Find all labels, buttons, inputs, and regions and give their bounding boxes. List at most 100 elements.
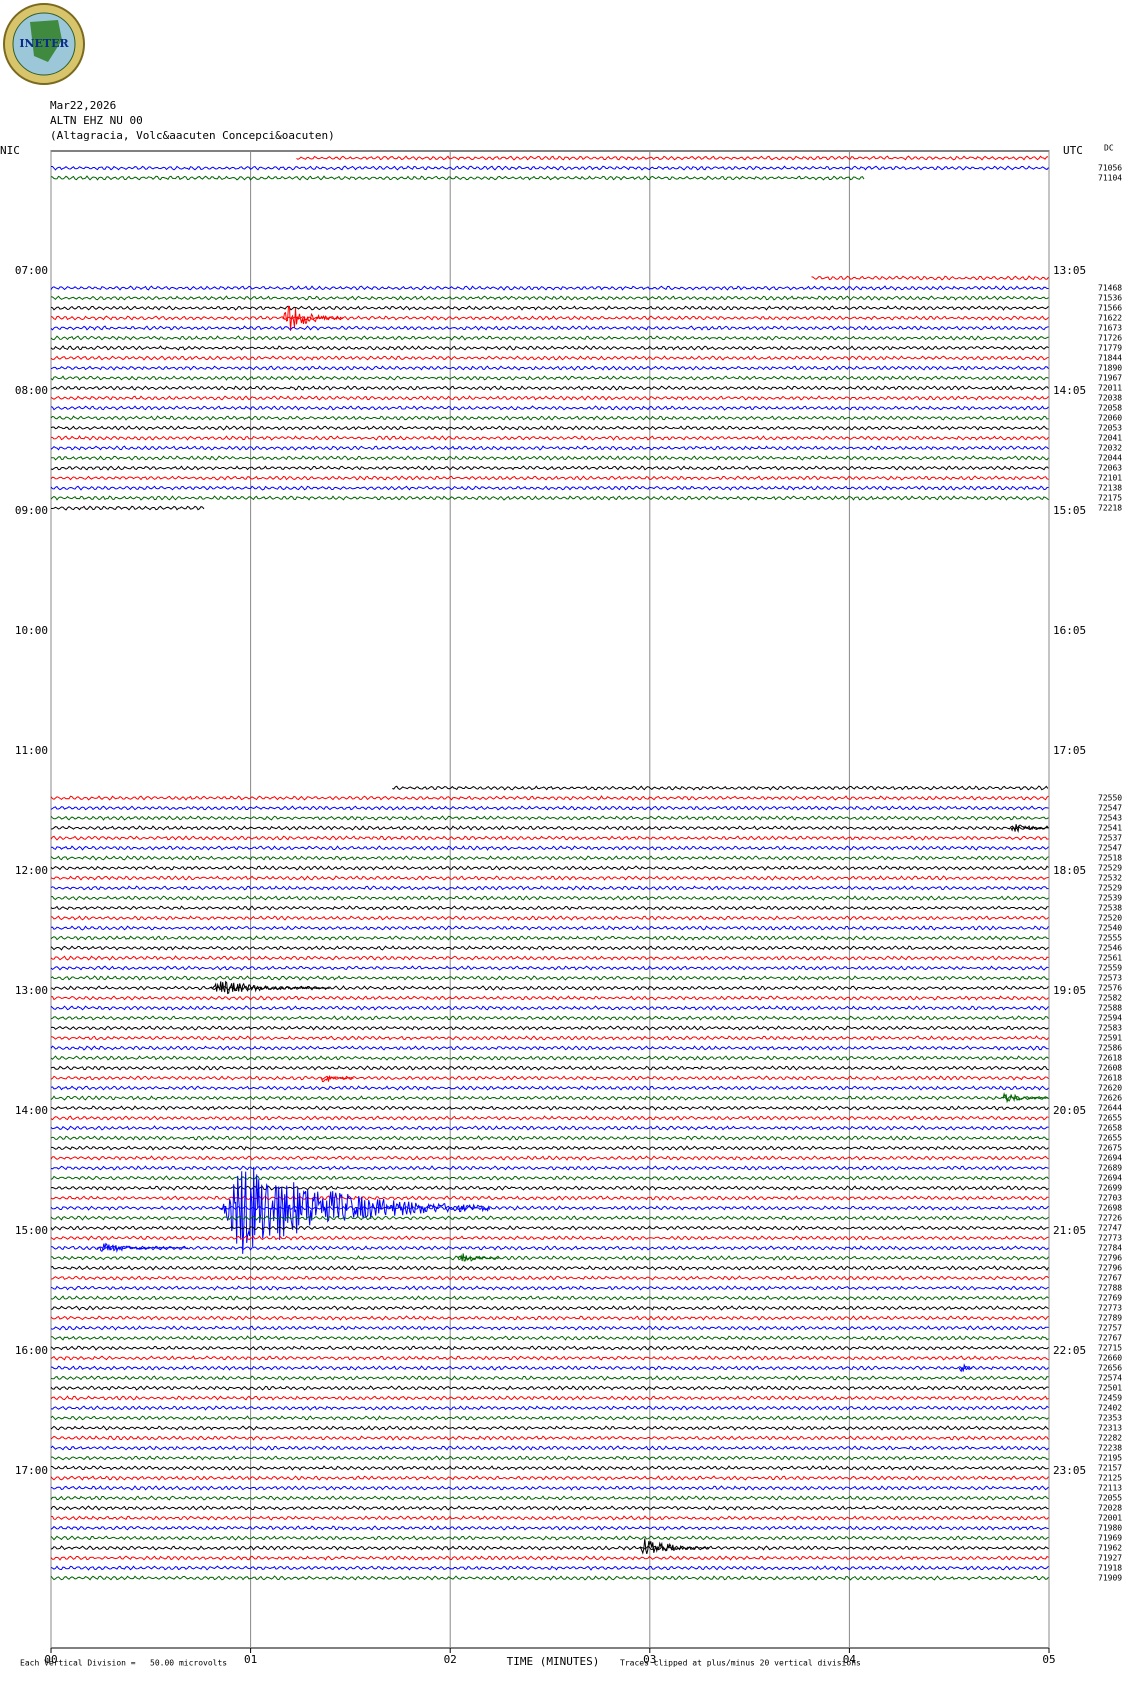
nic-hour-label: 13:00 xyxy=(15,984,48,997)
trace xyxy=(50,1465,1049,1471)
dc-label: 72699 xyxy=(1098,1184,1122,1193)
dc-label: 72218 xyxy=(1098,504,1122,513)
trace xyxy=(50,1515,1049,1521)
dc-label: 72028 xyxy=(1098,1504,1122,1513)
dc-label: 72788 xyxy=(1098,1284,1122,1293)
dc-label: 72796 xyxy=(1098,1264,1122,1273)
trace xyxy=(50,1485,1049,1491)
trace xyxy=(50,855,1049,861)
trace xyxy=(50,1325,1049,1331)
utc-hour-label: 17:05 xyxy=(1053,744,1086,757)
trace xyxy=(50,1355,1049,1361)
trace xyxy=(50,895,1049,901)
utc-hour-label: 21:05 xyxy=(1053,1224,1086,1237)
trace xyxy=(51,455,1049,461)
trace xyxy=(50,1025,1049,1031)
trace xyxy=(50,835,1049,841)
dc-label: 72501 xyxy=(1098,1384,1122,1393)
dc-label: 72658 xyxy=(1098,1124,1122,1133)
trace xyxy=(50,1075,1049,1081)
event xyxy=(1000,1091,1049,1104)
dc-label: 72660 xyxy=(1098,1354,1122,1363)
dc-label: 72282 xyxy=(1098,1434,1122,1443)
dc-label: 72195 xyxy=(1098,1454,1122,1463)
dc-label: 72559 xyxy=(1098,964,1122,973)
trace xyxy=(51,165,1049,171)
trace xyxy=(50,465,1049,471)
dc-label: 72032 xyxy=(1098,444,1122,453)
dc-label: 72044 xyxy=(1098,454,1122,463)
station: ALTN EHZ NU 00 xyxy=(50,114,143,127)
trace xyxy=(50,405,1049,411)
dc-label: 72313 xyxy=(1098,1424,1122,1433)
trace xyxy=(50,1095,1049,1101)
trace xyxy=(50,975,1049,981)
dc-label: 72538 xyxy=(1098,904,1122,913)
dc-label: 72618 xyxy=(1098,1054,1122,1063)
trace xyxy=(50,1285,1049,1291)
dc-label: 72157 xyxy=(1098,1464,1122,1473)
dc-label: 72540 xyxy=(1098,924,1122,933)
trace xyxy=(50,1055,1049,1061)
event xyxy=(1010,824,1049,834)
logo: INETER xyxy=(3,3,85,85)
dc-label: 71468 xyxy=(1098,284,1122,293)
dc-label: 72773 xyxy=(1098,1234,1122,1243)
dc-label: 72238 xyxy=(1098,1444,1122,1453)
trace xyxy=(50,1035,1049,1041)
dc-label: 72573 xyxy=(1098,974,1122,983)
dc-label: 72715 xyxy=(1098,1344,1122,1353)
dc-label: 72655 xyxy=(1098,1134,1122,1143)
dc-label: 72586 xyxy=(1098,1044,1122,1053)
dc-header: DC xyxy=(1104,144,1114,153)
trace xyxy=(50,1195,1049,1201)
trace xyxy=(50,435,1049,441)
dc-label: 72011 xyxy=(1098,384,1122,393)
trace xyxy=(50,1505,1049,1511)
trace xyxy=(50,1435,1049,1441)
utc-hour-label: 23:05 xyxy=(1053,1464,1086,1477)
dc-label: 72726 xyxy=(1098,1214,1122,1223)
dc-label: 72582 xyxy=(1098,994,1122,1003)
dc-label: 71726 xyxy=(1098,334,1122,343)
event xyxy=(457,1253,500,1262)
trace xyxy=(50,1295,1049,1301)
dc-label: 71104 xyxy=(1098,174,1122,183)
trace xyxy=(50,345,1049,351)
trace xyxy=(50,325,1049,331)
event xyxy=(210,980,330,995)
dc-label: 72694 xyxy=(1098,1174,1122,1183)
trace xyxy=(50,1105,1049,1111)
trace xyxy=(50,1265,1049,1271)
x-tick-label: 02 xyxy=(444,1653,457,1666)
dc-label: 72574 xyxy=(1098,1374,1122,1383)
trace xyxy=(50,1525,1049,1531)
trace xyxy=(50,395,1049,401)
trace xyxy=(50,425,1049,431)
dc-label: 72546 xyxy=(1098,944,1122,953)
trace xyxy=(50,865,1049,871)
trace xyxy=(811,275,1049,281)
trace xyxy=(51,505,205,511)
dc-label: 72789 xyxy=(1098,1314,1122,1323)
nic-hour-label: 15:00 xyxy=(15,1224,48,1237)
event xyxy=(958,1363,973,1373)
trace xyxy=(51,845,1049,851)
dc-label: 72618 xyxy=(1098,1074,1122,1083)
dc-label: 71536 xyxy=(1098,294,1122,303)
x-tick-label: 05 xyxy=(1042,1653,1055,1666)
dc-label: 72576 xyxy=(1098,984,1122,993)
dc-label: 71566 xyxy=(1098,304,1122,313)
trace xyxy=(50,955,1049,961)
trace xyxy=(50,1495,1049,1501)
dc-label: 72060 xyxy=(1098,414,1122,423)
trace xyxy=(50,355,1049,361)
nic-hour-label: 14:00 xyxy=(15,1104,48,1117)
trace xyxy=(50,1575,1049,1581)
trace xyxy=(50,1345,1049,1351)
nic-hour-label: 08:00 xyxy=(15,384,48,397)
trace xyxy=(50,1135,1049,1141)
trace xyxy=(50,1425,1049,1431)
dc-label: 72588 xyxy=(1098,1004,1122,1013)
trace xyxy=(296,155,1049,161)
